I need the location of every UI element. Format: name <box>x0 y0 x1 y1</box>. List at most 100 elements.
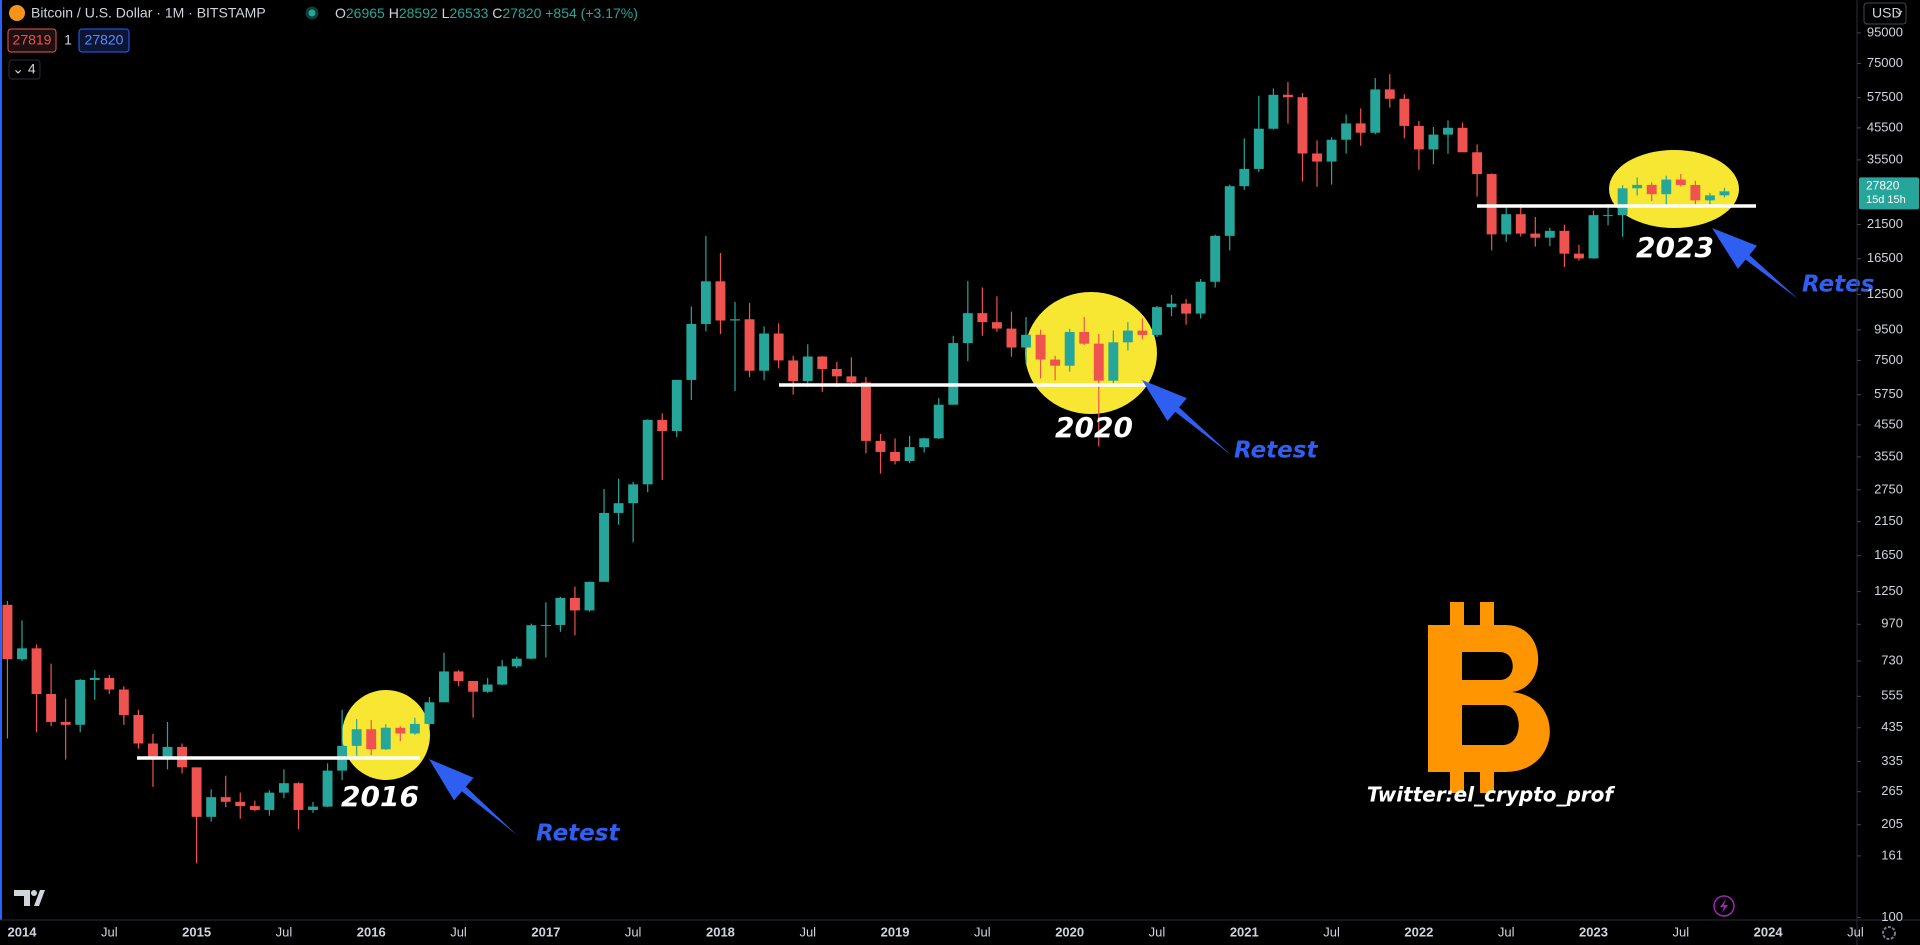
currency-button[interactable] <box>1863 2 1907 25</box>
x-tick-label: Jul <box>799 924 816 939</box>
candle-body <box>715 281 726 321</box>
x-tick-label: 2024 <box>1754 924 1784 939</box>
candle-body <box>628 484 639 504</box>
candle-body <box>1472 152 1483 175</box>
candle-body <box>395 727 406 734</box>
arrow <box>1712 228 1798 299</box>
tradingview-logo <box>14 890 45 906</box>
candle-body <box>540 624 551 626</box>
y-tick-label: 2750 <box>1874 481 1903 496</box>
candle-body <box>1297 97 1308 154</box>
candle-body <box>439 671 449 703</box>
y-tick-label: 2150 <box>1874 513 1903 528</box>
x-tick-label: 2014 <box>8 924 38 939</box>
annotation-front: 2016 Retest 2020 Retest 2023 Retes Twitt… <box>137 204 1874 847</box>
logo-bar <box>1450 769 1464 793</box>
arrow <box>1142 380 1231 455</box>
candle-body <box>482 684 493 692</box>
y-tick-label: 161 <box>1881 847 1903 862</box>
alerts-bolt <box>1720 899 1728 913</box>
current-price: 27820 <box>1866 179 1900 193</box>
countdown: 15d 15h <box>1866 194 1906 206</box>
candle-body <box>555 597 566 625</box>
ohlc-value: 26965 <box>346 5 385 21</box>
x-tick-label: Jul <box>1847 924 1864 939</box>
candle-body <box>1530 233 1541 238</box>
candle-body <box>322 770 333 807</box>
logo-part <box>34 890 45 906</box>
logo-b <box>1428 625 1550 772</box>
candle-body <box>1719 191 1730 196</box>
bid-box[interactable] <box>7 28 57 53</box>
candle-body <box>700 281 711 324</box>
x-tick-label: 2017 <box>531 924 560 939</box>
y-tick-label: 970 <box>1881 616 1903 631</box>
y-tick-label: 555 <box>1881 688 1903 703</box>
y-tick-label: 3550 <box>1874 448 1903 463</box>
y-tick-label: 1650 <box>1874 547 1903 562</box>
candle-body <box>1632 184 1643 189</box>
candle-body <box>861 382 871 441</box>
annotation-retest: Retes <box>1802 272 1874 298</box>
x-tick-label: Jul <box>1498 924 1515 939</box>
annotation-year: 2023 <box>1636 231 1714 264</box>
candle-body <box>424 702 435 724</box>
x-tick-label: Jul <box>974 924 991 939</box>
candle-body <box>1443 127 1453 135</box>
candle-body <box>817 356 828 369</box>
candle-body <box>1370 89 1381 133</box>
candle-body <box>1399 98 1410 126</box>
x-tick-label: Jul <box>1673 924 1690 939</box>
candle-body <box>1661 179 1672 195</box>
candle-body <box>1457 127 1468 153</box>
candle-body <box>17 648 27 660</box>
candle-body <box>657 419 668 431</box>
candle-body <box>148 743 158 760</box>
ask-box[interactable] <box>78 28 130 53</box>
candle-body <box>744 319 755 371</box>
candle-body <box>730 319 740 321</box>
logo-bar <box>1480 769 1494 793</box>
candle-body <box>249 806 260 810</box>
candle-body <box>1501 214 1512 235</box>
candle-body <box>773 333 784 361</box>
x-tick-label: Jul <box>276 924 293 939</box>
ohlc-readout: O26965 H28592 L26533 C27820 +854 (+3.17%… <box>335 5 638 21</box>
candle-body <box>1181 303 1192 314</box>
indicator-toggle[interactable] <box>8 59 41 80</box>
x-tick-label: Jul <box>1149 924 1166 939</box>
candle-body <box>308 806 318 810</box>
candle-body <box>468 680 479 692</box>
indicator-count: ⌄ 4 <box>12 61 36 77</box>
price-label-box <box>1859 177 1919 210</box>
y-tick-label: 75000 <box>1867 55 1903 70</box>
spread: 1 <box>64 32 72 48</box>
candle-body <box>1239 168 1250 187</box>
candle-body <box>206 797 217 817</box>
candle-body <box>686 323 697 380</box>
market-status[interactable] <box>305 6 319 20</box>
y-tick-label: 5750 <box>1874 386 1903 401</box>
candle-body <box>831 368 842 377</box>
logo-bar <box>1480 602 1494 628</box>
settings-icon[interactable] <box>1882 926 1896 940</box>
candle-body <box>991 322 1002 329</box>
watermark: Twitter:el_crypto_prof <box>1367 783 1615 807</box>
change: +854 (+3.17%) <box>545 5 638 21</box>
alerts-icon[interactable] <box>1713 895 1735 917</box>
candle-body <box>118 689 129 716</box>
ohlc-value: 26533 <box>449 5 488 21</box>
y-tick-label: 4550 <box>1874 416 1903 431</box>
candle-body <box>1413 125 1424 150</box>
candle-body <box>2 604 13 660</box>
candle-body <box>1137 330 1148 335</box>
candle-body <box>1428 134 1439 150</box>
candle-body <box>1588 215 1599 259</box>
y-tick-label: 1250 <box>1874 583 1903 598</box>
time-axis: 2014 Jul 2015 Jul 2016 Jul 2017 Jul 2018 Jul 2019 J… <box>8 924 1864 939</box>
candle-body <box>1603 215 1614 217</box>
candle-body <box>1079 331 1090 344</box>
candle-body <box>1006 328 1017 348</box>
